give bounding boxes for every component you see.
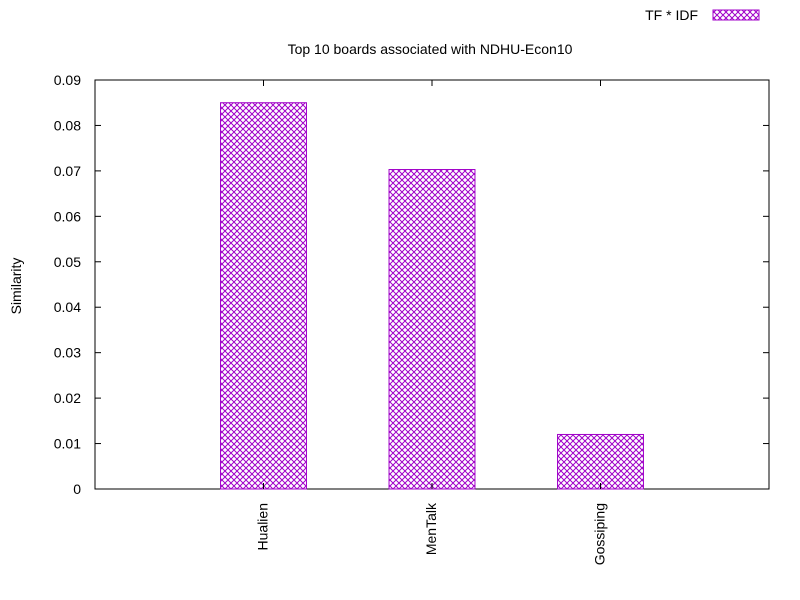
chart-title: Top 10 boards associated with NDHU-Econ1… — [288, 41, 573, 57]
y-tick-label: 0 — [73, 481, 81, 497]
y-ticks: 0 0.01 0.02 0.03 0.04 0.05 0.06 0.07 0.08 0.09 — [54, 72, 769, 497]
x-tick-label-hualien: Hualien — [255, 503, 271, 550]
x-ticks: Hualien MenTalk Gossiping — [255, 80, 608, 565]
y-axis-label: Similarity — [8, 258, 24, 315]
y-tick-label: 0.01 — [54, 436, 81, 452]
y-tick-label: 0.03 — [54, 345, 81, 361]
y-tick-label: 0.06 — [54, 208, 81, 224]
legend-label: TF * IDF — [645, 7, 698, 23]
x-tick-label-gossiping: Gossiping — [592, 503, 608, 565]
y-tick-label: 0.07 — [54, 163, 81, 179]
y-tick-label: 0.08 — [54, 117, 81, 133]
bar-gossiping — [557, 433, 644, 490]
legend-swatch — [712, 9, 760, 21]
bars — [220, 102, 644, 490]
legend: TF * IDF — [645, 7, 760, 23]
bar-mentalk — [388, 169, 476, 490]
bar-hualien — [220, 102, 307, 490]
y-tick-label: 0.04 — [54, 299, 81, 315]
x-tick-label-mentalk: MenTalk — [423, 502, 439, 555]
y-tick-label: 0.05 — [54, 254, 81, 270]
y-tick-label: 0.02 — [54, 390, 81, 406]
y-tick-label: 0.09 — [54, 72, 81, 88]
